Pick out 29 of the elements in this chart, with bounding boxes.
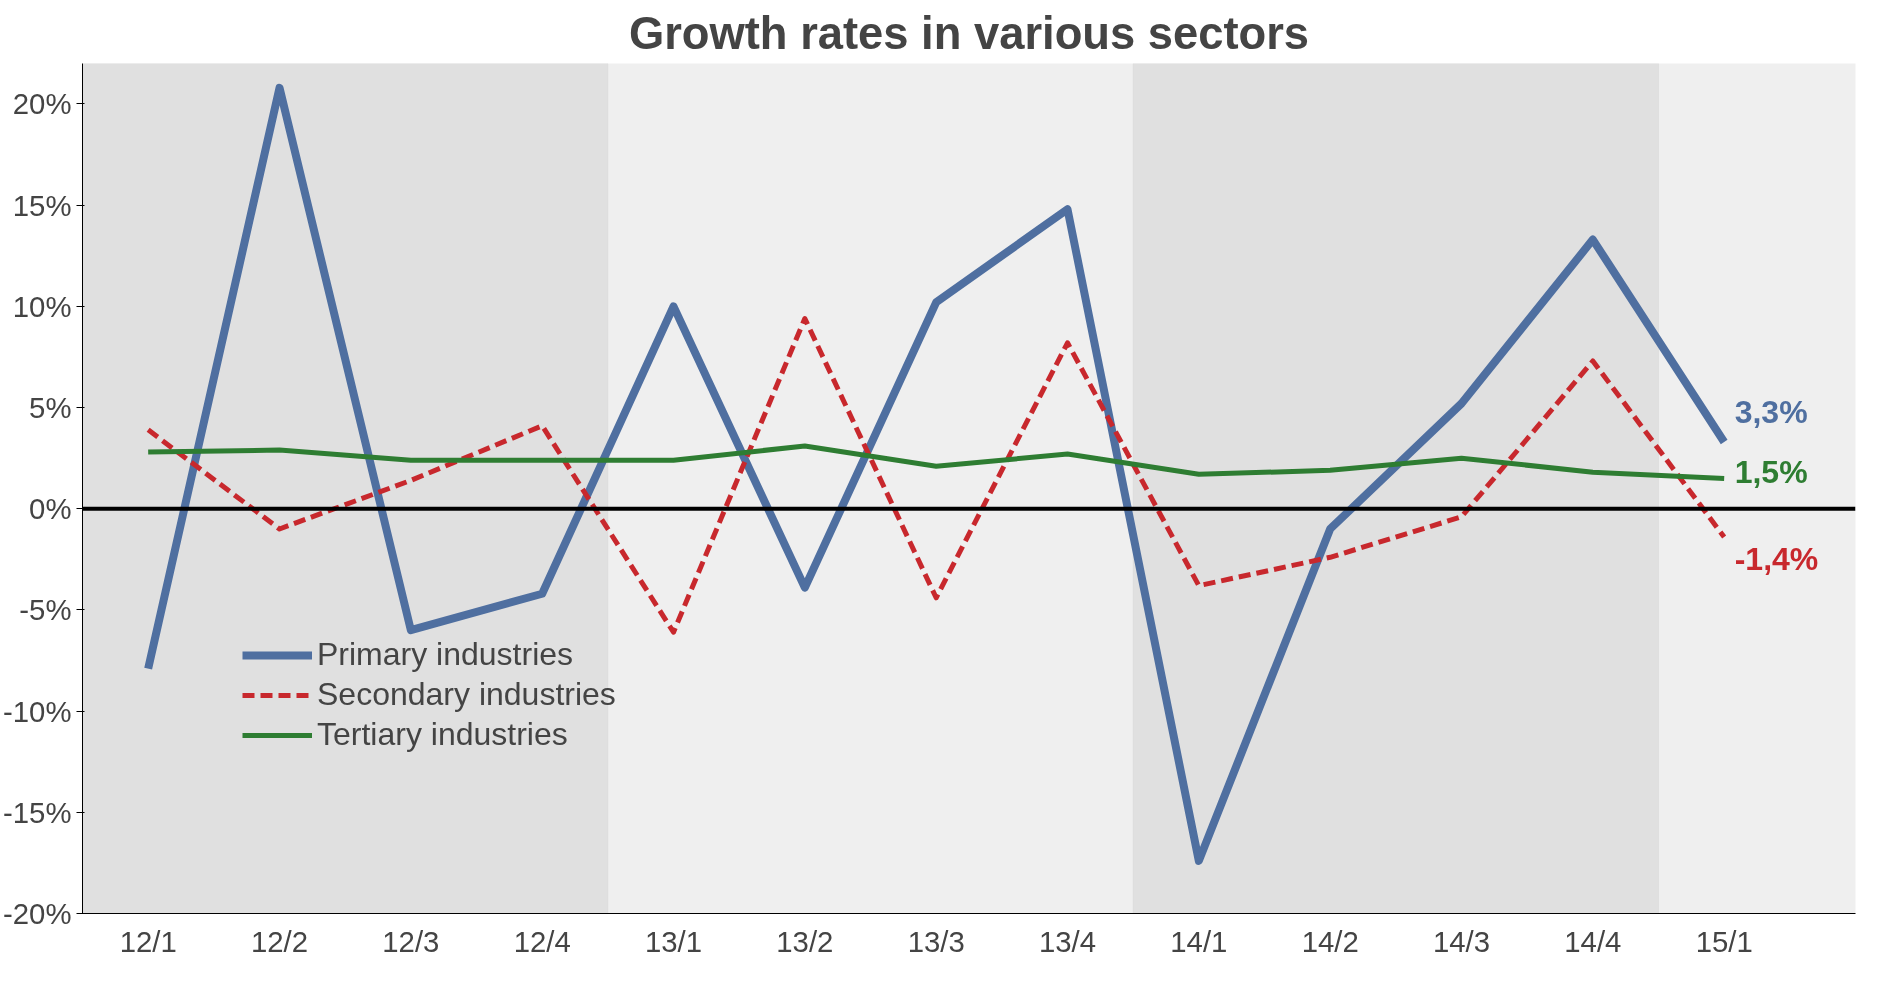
annotation: 3,3% (1734, 393, 1808, 430)
legend-label: Primary industries (317, 636, 574, 673)
legend-label: Tertiary industries (317, 716, 568, 753)
x-tick-label: 14/3 (1432, 924, 1491, 958)
annotation: 1,5% (1734, 454, 1808, 491)
x-tick-label: 13/1 (644, 924, 703, 958)
y-tick-label: -15% (3, 795, 72, 829)
y-tick-label: 10% (12, 289, 72, 323)
y-tick-label: 5% (29, 391, 72, 425)
x-tick-label: 12/1 (119, 924, 177, 958)
x-tick-label: 14/2 (1301, 924, 1359, 958)
x-tick-label: 12/2 (250, 924, 309, 958)
x-tick-label: 12/4 (513, 924, 571, 958)
x-tick-label: 13/2 (776, 924, 834, 958)
y-tick-label: 20% (12, 87, 72, 121)
y-tick-label: -10% (3, 694, 72, 728)
y-tick-label: 15% (12, 188, 72, 222)
x-tick-label: 13/3 (907, 924, 965, 958)
x-tick-label: 15/1 (1695, 924, 1753, 958)
x-tick-label: 14/4 (1564, 924, 1622, 958)
y-tick-label: -20% (3, 897, 72, 930)
y-tick-label: 0% (29, 492, 72, 526)
legend-label: Secondary industries (317, 676, 616, 713)
annotation: -1,4% (1734, 541, 1819, 578)
x-tick-label: 13/4 (1038, 924, 1097, 958)
x-tick-label: 14/1 (1170, 924, 1228, 958)
x-tick-label: 12/3 (382, 924, 440, 958)
y-tick-label: -5% (19, 593, 72, 627)
chart-title: Growth rates in various sectors (628, 7, 1310, 59)
